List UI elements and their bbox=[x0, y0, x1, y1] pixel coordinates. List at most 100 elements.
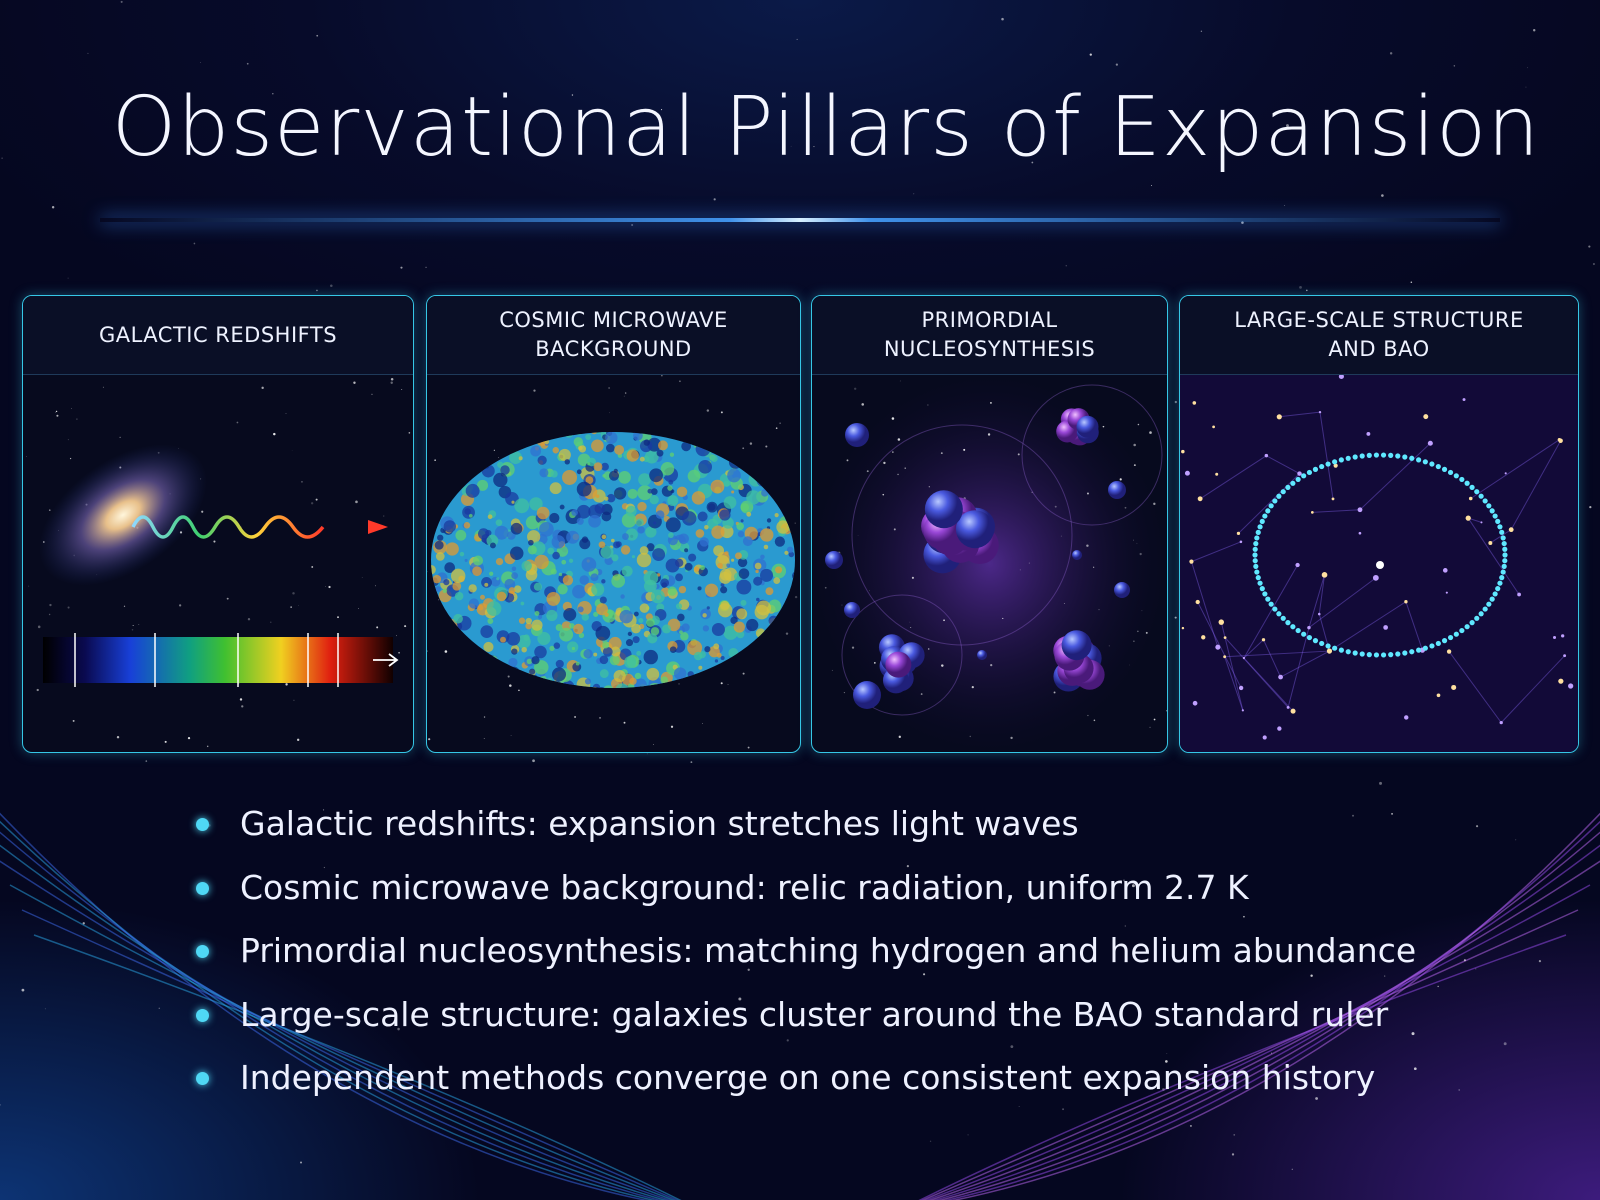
ring-dot bbox=[1464, 480, 1470, 486]
fluctuation bbox=[718, 603, 733, 618]
fluctuation bbox=[431, 436, 443, 447]
fluctuation bbox=[770, 683, 783, 688]
galaxy-node bbox=[1264, 453, 1269, 458]
ring-dot bbox=[1495, 518, 1501, 524]
galaxy-node bbox=[1442, 568, 1448, 573]
fluctuation bbox=[719, 571, 732, 584]
fluctuation bbox=[767, 687, 778, 688]
fluctuation bbox=[768, 599, 782, 613]
fluctuation bbox=[767, 432, 780, 444]
fluctuation bbox=[728, 647, 739, 658]
ring-dot bbox=[1453, 631, 1459, 637]
fluctuation bbox=[720, 582, 725, 587]
fluctuation bbox=[460, 670, 472, 682]
fluctuation bbox=[675, 603, 683, 610]
fluctuation bbox=[472, 566, 482, 577]
ring-dot bbox=[1276, 493, 1282, 499]
panel-title: COSMIC MICROWAVE bbox=[499, 308, 728, 332]
fluctuation bbox=[674, 558, 684, 568]
fluctuation bbox=[545, 677, 553, 685]
panel-title: LARGE-SCALE STRUCTURE bbox=[1234, 308, 1524, 332]
fluctuation bbox=[742, 536, 753, 547]
fluctuation bbox=[737, 557, 748, 568]
star bbox=[892, 451, 894, 453]
star bbox=[28, 585, 30, 587]
fluctuation bbox=[790, 630, 795, 640]
star bbox=[404, 625, 407, 628]
star bbox=[1124, 925, 1126, 927]
fluctuation bbox=[578, 445, 587, 453]
fluctuation bbox=[639, 456, 645, 462]
nuclei bbox=[825, 408, 1130, 709]
panel-title: NUCLEOSYNTHESIS bbox=[883, 337, 1096, 361]
galaxy-node bbox=[1242, 656, 1246, 660]
star bbox=[1031, 491, 1033, 493]
fluctuation bbox=[550, 470, 558, 478]
galaxy-node bbox=[1366, 431, 1371, 436]
fluctuation bbox=[700, 432, 706, 436]
fluctuation bbox=[541, 679, 551, 688]
fluctuation bbox=[613, 487, 627, 500]
fluctuation bbox=[431, 619, 434, 630]
fluctuation bbox=[537, 614, 543, 620]
fluctuation bbox=[542, 433, 547, 438]
fluctuation bbox=[780, 475, 791, 486]
ring-dot bbox=[1262, 591, 1268, 597]
ring-dot bbox=[1290, 624, 1296, 630]
fluctuation bbox=[719, 675, 725, 680]
filament bbox=[1243, 564, 1299, 659]
ring-dot bbox=[1469, 620, 1475, 626]
fluctuation bbox=[702, 613, 707, 618]
star bbox=[383, 515, 385, 517]
star bbox=[891, 417, 895, 420]
fluctuation bbox=[730, 616, 738, 625]
fluctuation bbox=[529, 668, 536, 675]
fluctuation bbox=[487, 618, 494, 625]
fluctuation bbox=[777, 432, 793, 440]
star bbox=[509, 684, 512, 687]
fluctuation bbox=[778, 424, 781, 427]
ring-dot bbox=[1253, 541, 1259, 547]
fluctuation bbox=[533, 582, 543, 591]
fluctuation bbox=[431, 607, 433, 611]
fluctuation bbox=[434, 540, 444, 550]
ring-dot bbox=[1272, 606, 1278, 612]
fluctuation bbox=[437, 498, 446, 507]
fluctuation bbox=[454, 667, 466, 679]
star bbox=[425, 266, 427, 268]
ring-dot bbox=[1501, 563, 1507, 569]
arc bbox=[928, 860, 1600, 1200]
fluctuation bbox=[551, 680, 563, 688]
ring-dot bbox=[1265, 596, 1271, 602]
fluctuation bbox=[669, 452, 675, 457]
fluctuation bbox=[766, 518, 772, 523]
ring-dot bbox=[1254, 535, 1260, 541]
galaxy-node bbox=[1215, 644, 1221, 650]
star bbox=[1137, 423, 1140, 426]
galaxy-node bbox=[1333, 463, 1338, 468]
star bbox=[371, 393, 373, 395]
fluctuation bbox=[622, 533, 629, 540]
fluctuation bbox=[636, 650, 642, 656]
star bbox=[1286, 124, 1289, 127]
fluctuation bbox=[590, 573, 599, 582]
panel: LARGE-SCALE STRUCTURE AND BAO bbox=[1179, 295, 1579, 753]
filament bbox=[1191, 541, 1242, 563]
fluctuation bbox=[676, 486, 688, 498]
star bbox=[765, 445, 768, 448]
star bbox=[874, 662, 876, 664]
fluctuation bbox=[697, 511, 708, 522]
star bbox=[661, 375, 663, 377]
fluctuation bbox=[712, 442, 720, 449]
fluctuation bbox=[723, 480, 730, 487]
fluctuation bbox=[590, 432, 598, 435]
fluctuation bbox=[782, 678, 790, 686]
fluctuation bbox=[719, 509, 731, 521]
fluctuation bbox=[756, 600, 772, 616]
fluctuation bbox=[447, 624, 457, 634]
arc bbox=[0, 812, 649, 1200]
fluctuation bbox=[752, 432, 764, 443]
fluctuation bbox=[787, 467, 795, 476]
fluctuation bbox=[776, 660, 791, 676]
star bbox=[1089, 53, 1092, 56]
